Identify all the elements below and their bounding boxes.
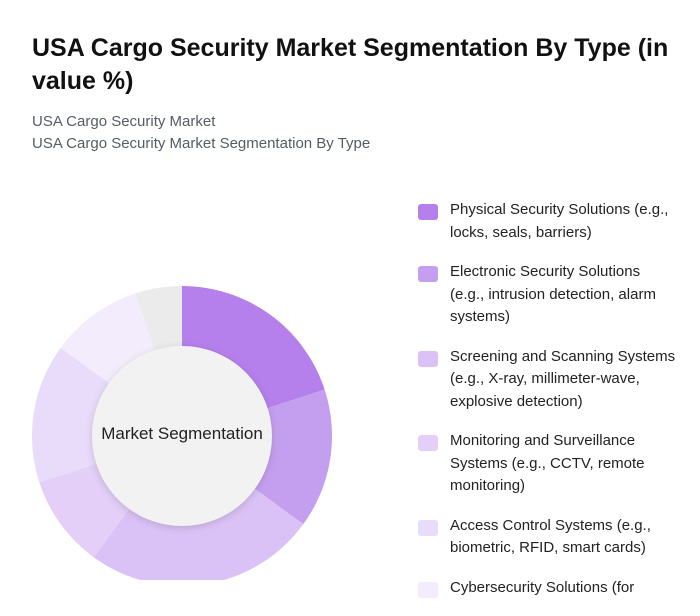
legend-item[interactable]: Screening and Scanning Systems (e.g., X-… [418, 346, 678, 414]
legend-label: Monitoring and Surveillance Systems (e.g… [450, 432, 645, 494]
legend-swatch [418, 204, 438, 220]
legend-swatch [418, 350, 438, 367]
legend-item[interactable]: Physical Security Solutions (e.g., locks… [418, 199, 678, 244]
legend-item[interactable]: Access Control Systems (e.g., biometric,… [418, 515, 678, 560]
legend-swatch [418, 266, 438, 282]
subtitle-market: USA Cargo Security Market [32, 113, 216, 130]
legend-label: Access Control Systems (e.g., biometric,… [450, 516, 651, 557]
center-label: Market Segmentation [101, 424, 263, 443]
legend-label: Electronic Security Solutions (e.g., int… [450, 263, 656, 325]
donut-center [92, 346, 272, 526]
legend-swatch [418, 435, 438, 451]
legend-swatch [418, 519, 438, 536]
legend: Physical Security Solutions (e.g., locks… [418, 199, 678, 616]
legend-label: Screening and Scanning Systems (e.g., X-… [450, 347, 676, 410]
subtitle-segmentation: USA Cargo Security Market Segmentation B… [32, 135, 371, 152]
legend-swatch [418, 581, 438, 598]
donut-chart [32, 286, 332, 580]
legend-item[interactable]: Monitoring and Surveillance Systems (e.g… [418, 430, 678, 498]
legend-label: Physical Security Solutions (e.g., locks… [450, 201, 669, 241]
chart-title: USA Cargo Security Market Segmentation B… [32, 34, 669, 95]
legend-item[interactable]: Electronic Security Solutions (e.g., int… [418, 261, 678, 329]
